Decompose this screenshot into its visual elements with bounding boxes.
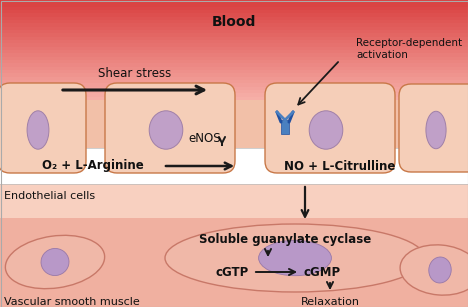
- Bar: [0, 100, 468, 218]
- Bar: [0, 218, 468, 307]
- Ellipse shape: [41, 248, 69, 275]
- Bar: [0, 57, 468, 60]
- FancyBboxPatch shape: [105, 83, 235, 173]
- Bar: [0, 60, 468, 63]
- Ellipse shape: [309, 111, 343, 149]
- Text: Blood: Blood: [212, 15, 256, 29]
- Bar: [0, 43, 468, 47]
- Text: eNOS: eNOS: [189, 131, 221, 145]
- Bar: [0, 20, 468, 23]
- Text: NO + L-Citrulline: NO + L-Citrulline: [285, 160, 395, 173]
- Bar: [0, 7, 468, 10]
- Text: Endothelial cells: Endothelial cells: [4, 191, 95, 201]
- Bar: [0, 184, 468, 218]
- Bar: [0, 13, 468, 17]
- Text: Shear stress: Shear stress: [98, 67, 172, 80]
- Ellipse shape: [165, 224, 425, 292]
- Bar: [0, 93, 468, 97]
- Bar: [0, 23, 468, 27]
- FancyBboxPatch shape: [399, 84, 468, 172]
- Bar: [0, 77, 468, 80]
- FancyBboxPatch shape: [0, 83, 86, 173]
- Ellipse shape: [259, 240, 331, 276]
- Bar: [0, 148, 468, 184]
- Bar: [0, 63, 468, 67]
- FancyBboxPatch shape: [265, 83, 395, 173]
- Text: Soluble guanylate cyclase: Soluble guanylate cyclase: [199, 234, 371, 247]
- Bar: [0, 50, 468, 53]
- Bar: [0, 67, 468, 70]
- Bar: [0, 10, 468, 13]
- Ellipse shape: [400, 245, 468, 295]
- Bar: [0, 33, 468, 37]
- Text: Relaxation: Relaxation: [300, 297, 359, 307]
- Bar: [0, 47, 468, 50]
- Bar: [0, 73, 468, 77]
- Bar: [0, 53, 468, 57]
- Bar: [0, 30, 468, 33]
- Bar: [0, 0, 468, 3]
- Bar: [0, 37, 468, 40]
- Text: Vascular smooth muscle: Vascular smooth muscle: [4, 297, 140, 307]
- Ellipse shape: [426, 111, 446, 149]
- Ellipse shape: [149, 111, 183, 149]
- Bar: [0, 40, 468, 43]
- Bar: [0, 87, 468, 90]
- Text: Receptor-dependent
activation: Receptor-dependent activation: [356, 38, 462, 60]
- Bar: [0, 17, 468, 20]
- Bar: [0, 80, 468, 83]
- Ellipse shape: [5, 235, 105, 289]
- Bar: [0, 90, 468, 93]
- Text: cGTP: cGTP: [215, 266, 249, 278]
- Bar: [0, 97, 468, 100]
- Bar: [0, 83, 468, 87]
- Ellipse shape: [429, 257, 451, 283]
- Ellipse shape: [27, 111, 49, 149]
- Bar: [0, 3, 468, 7]
- Text: cGMP: cGMP: [303, 266, 341, 278]
- Text: O₂ + L-Arginine: O₂ + L-Arginine: [42, 160, 144, 173]
- Bar: [0, 70, 468, 73]
- Bar: [0, 27, 468, 30]
- Bar: [281, 120, 289, 134]
